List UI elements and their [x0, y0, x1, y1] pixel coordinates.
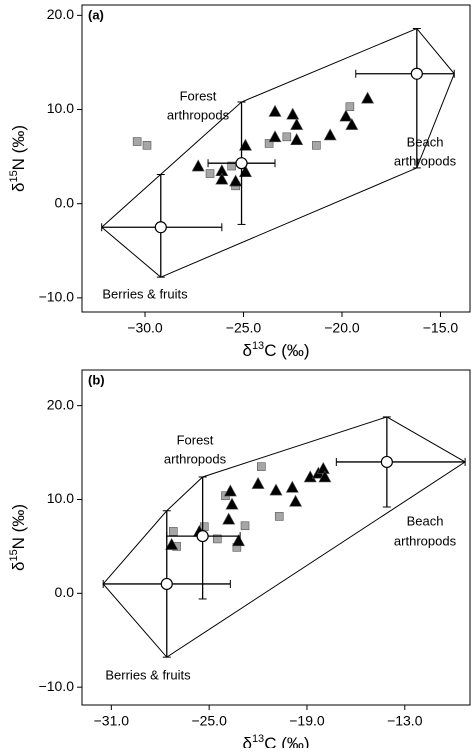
x-axis-label: δ13C (‰): [242, 340, 309, 361]
source-label: arthropods: [167, 107, 230, 122]
triangle-point: [268, 104, 282, 117]
triangle-point: [286, 107, 300, 120]
x-label-sup: 13: [252, 733, 264, 745]
y-tick-label: 10.0: [47, 100, 74, 116]
y-axis-label: δ15N (‰): [8, 504, 29, 571]
triangle-point: [323, 128, 337, 141]
y-label-sup: 15: [8, 170, 20, 182]
triangle-point: [268, 130, 282, 143]
x-tick-label: −25.0: [226, 320, 262, 336]
square-point: [274, 512, 284, 521]
triangle-point: [345, 117, 359, 130]
square-point: [168, 527, 178, 536]
x-label-pre: δ: [242, 341, 251, 360]
triangle-point: [290, 117, 304, 130]
source-label: arthropods: [394, 153, 457, 168]
triangle-point: [223, 484, 237, 497]
square-point: [132, 137, 142, 146]
square-point: [345, 102, 355, 112]
x-label-pre: δ: [242, 734, 251, 748]
x-tick-label: −30.0: [127, 320, 163, 336]
source-label: Beach: [407, 134, 444, 149]
square-point: [227, 161, 236, 171]
square-point: [142, 141, 152, 150]
triangle-point: [225, 497, 239, 510]
panel-label: (b): [88, 372, 105, 387]
triangle-point: [318, 470, 332, 483]
square-point: [257, 462, 266, 471]
triangle-point: [165, 537, 179, 550]
y-axis-label: δ15N (‰): [8, 125, 29, 192]
source-label: arthropods: [164, 451, 227, 466]
square-point: [205, 169, 215, 178]
x-tick-label: −15.0: [423, 320, 459, 336]
square-point: [282, 132, 292, 142]
source-label: Forest: [177, 432, 214, 447]
x-tick-label: −13.0: [387, 713, 423, 729]
triangle-point: [269, 483, 283, 496]
x-label-post: C (‰): [264, 734, 309, 748]
y-tick-label: −10.0: [39, 678, 75, 694]
y-label-post: N (‰): [9, 125, 28, 170]
triangle-point: [215, 172, 229, 185]
x-axis-label: δ13C (‰): [242, 733, 309, 748]
y-tick-label: 20.0: [47, 396, 74, 412]
triangle-point: [285, 480, 299, 493]
triangle-point: [251, 476, 265, 489]
source-mean: [410, 67, 423, 80]
triangle-point: [229, 174, 243, 187]
source-label: Beach: [407, 513, 444, 528]
source-mean: [196, 529, 209, 543]
y-tick-label: 20.0: [47, 6, 74, 22]
y-tick-label: 0.0: [55, 194, 75, 210]
y-label-sup: 15: [8, 549, 20, 561]
y-tick-label: 0.0: [55, 584, 75, 600]
triangle-point: [231, 534, 246, 547]
source-mean: [380, 455, 393, 469]
x-label-post: C (‰): [264, 341, 309, 360]
plot-frame: [81, 369, 471, 706]
source-label: arthropods: [394, 533, 457, 548]
triangle-point: [238, 138, 252, 151]
x-tick-label: −20.0: [324, 320, 360, 336]
source-mean: [154, 221, 167, 234]
square-point: [312, 141, 321, 150]
y-label-post: N (‰): [9, 504, 28, 549]
source-label: Berries & fruits: [102, 286, 188, 301]
source-label: Berries & fruits: [105, 667, 191, 682]
triangle-point: [222, 512, 236, 525]
panel-label: (a): [88, 7, 104, 22]
plot-frame: [81, 4, 471, 313]
source-mean: [235, 157, 248, 170]
square-point: [213, 534, 222, 544]
x-tick-label: −31.0: [94, 713, 130, 729]
y-tick-label: 10.0: [47, 490, 74, 506]
triangle-point: [361, 91, 375, 104]
triangle-point: [290, 133, 304, 145]
square-point: [264, 139, 274, 148]
source-mean: [160, 577, 173, 591]
triangle-point: [191, 159, 205, 172]
y-tick-label: −10.0: [39, 289, 75, 305]
y-label-pre: δ: [9, 183, 28, 192]
x-tick-label: −19.0: [289, 713, 325, 729]
x-tick-label: −25.0: [191, 713, 227, 729]
triangle-point: [289, 494, 303, 507]
y-label-pre: δ: [9, 562, 28, 571]
triangle-point: [238, 165, 252, 177]
square-point: [240, 521, 250, 531]
triangle-point: [339, 109, 353, 122]
x-label-sup: 13: [252, 340, 264, 352]
source-label: Forest: [180, 88, 217, 103]
